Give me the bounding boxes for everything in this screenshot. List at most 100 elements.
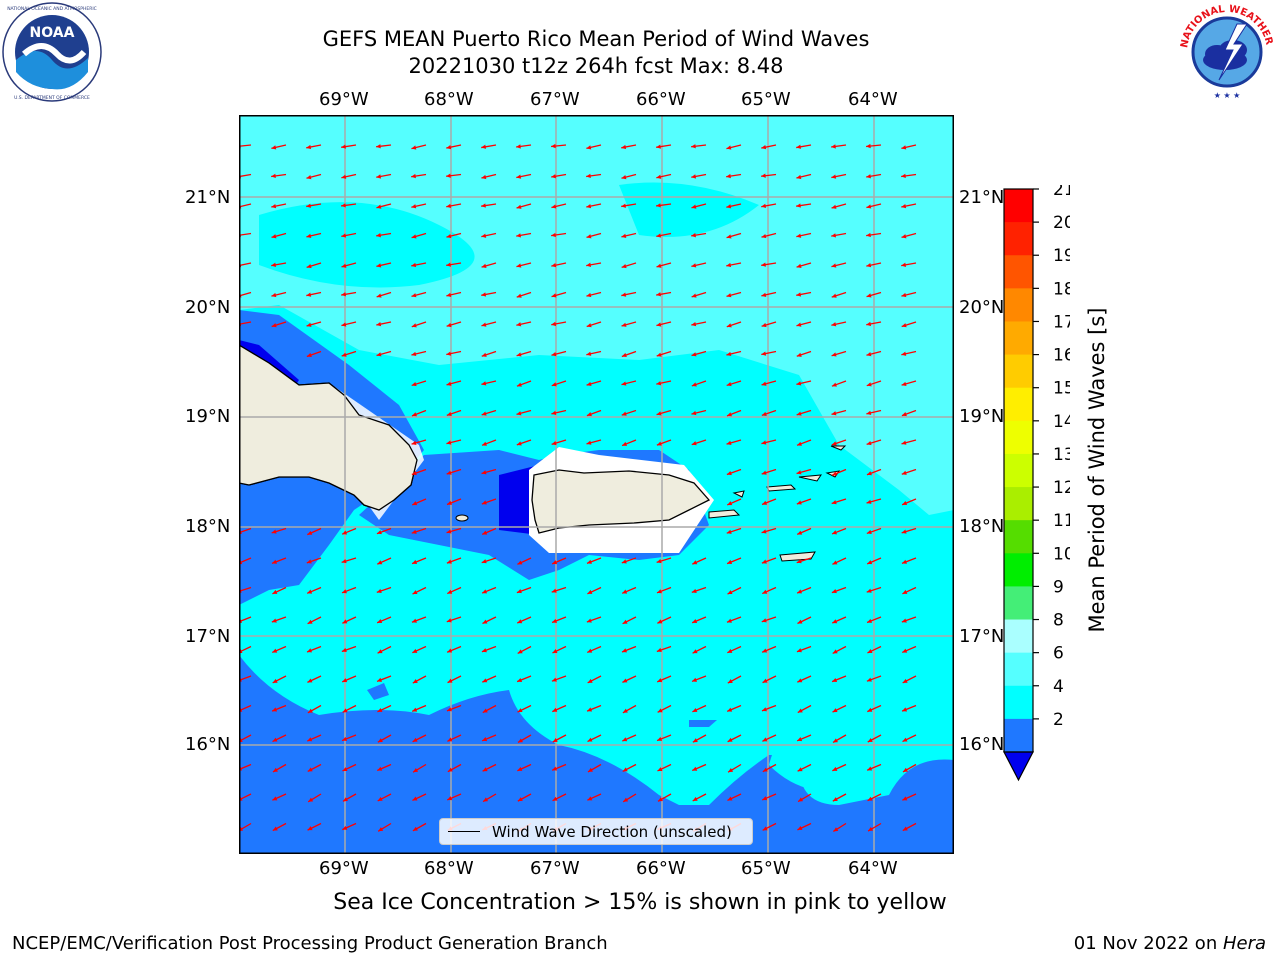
wind-wave-arrow-head bbox=[656, 174, 662, 179]
ocean-field-4-6 bbox=[259, 202, 475, 288]
wind-wave-arrow-head bbox=[727, 707, 733, 712]
wind-wave-arrow-head bbox=[796, 174, 802, 180]
wind-wave-arrow-head bbox=[726, 204, 732, 209]
wind-wave-arrow-head bbox=[481, 441, 487, 446]
colorbar-tick-label: 2 bbox=[1053, 710, 1064, 730]
wind-wave-arrow-head bbox=[481, 322, 487, 327]
wind-wave-arrow-head bbox=[341, 589, 347, 594]
wind-wave-arrow-head bbox=[831, 589, 837, 594]
wind-wave-arrow-head bbox=[271, 234, 277, 239]
wind-wave-arrow-head bbox=[412, 826, 418, 831]
wind-wave-arrow-head bbox=[516, 382, 522, 387]
wind-wave-arrow-head bbox=[272, 796, 278, 801]
wind-wave-arrow-head bbox=[726, 293, 732, 298]
wind-wave-arrow-head bbox=[621, 411, 627, 416]
wind-wave-arrow-head bbox=[902, 678, 908, 683]
wind-wave-arrow-head bbox=[866, 588, 872, 593]
colorbar-tick-label: 16 bbox=[1053, 346, 1070, 366]
wind-wave-arrow-head bbox=[446, 618, 452, 623]
wind-wave-arrow-head bbox=[586, 381, 592, 387]
wind-wave-arrow-head bbox=[342, 619, 348, 624]
footer-credit: NCEP/EMC/Verification Post Processing Pr… bbox=[12, 933, 608, 954]
wind-wave-arrow-head bbox=[902, 826, 908, 831]
chart-subtitle: 20221030 t12z 264h fcst Max: 8.48 bbox=[408, 54, 784, 78]
wind-wave-arrow-head bbox=[901, 262, 907, 267]
wind-wave-arrow-head bbox=[551, 143, 556, 149]
wind-wave-arrow-head bbox=[796, 144, 802, 149]
wind-wave-arrow-head bbox=[691, 263, 697, 268]
wind-wave-arrow-head bbox=[691, 144, 696, 149]
wind-wave-arrow-head bbox=[797, 619, 803, 624]
wind-wave-arrow-head bbox=[866, 232, 871, 238]
wind-wave-arrow-head bbox=[586, 323, 592, 328]
wind-wave-arrow-head bbox=[692, 707, 698, 712]
wind-wave-arrow-head bbox=[551, 410, 557, 415]
wind-wave-arrow-head bbox=[902, 767, 908, 772]
wind-wave-arrow-head bbox=[411, 262, 417, 268]
wind-wave-arrow-head bbox=[411, 204, 417, 209]
wind-wave-arrow-head bbox=[411, 470, 417, 476]
wind-wave-arrow-head bbox=[727, 501, 733, 506]
wind-wave-arrow-head bbox=[307, 589, 313, 594]
wind-wave-arrow-head bbox=[586, 203, 592, 209]
wind-wave-arrow-head bbox=[761, 322, 767, 328]
wind-wave-arrow-head bbox=[621, 233, 627, 239]
wind-wave-arrow-head bbox=[516, 441, 522, 446]
wind-wave-arrow-head bbox=[726, 234, 732, 239]
wind-wave-arrow-head bbox=[447, 589, 453, 594]
wind-wave-arrow-head bbox=[411, 173, 416, 179]
wind-wave-arrow-head bbox=[446, 440, 452, 445]
wind-wave-arrow-head bbox=[656, 292, 662, 297]
wind-wave-arrow-head bbox=[306, 292, 312, 297]
wind-wave-arrow-head bbox=[761, 145, 767, 150]
wind-wave-arrow-head bbox=[902, 500, 908, 506]
wind-wave-arrow-head bbox=[867, 796, 873, 801]
wind-wave-arrow-head bbox=[866, 410, 872, 415]
wind-wave-arrow-head bbox=[691, 352, 697, 357]
wind-wave-arrow-head bbox=[341, 233, 347, 238]
ocean-field-4-6 bbox=[769, 715, 879, 790]
wind-wave-arrow-head bbox=[412, 679, 418, 684]
wind-wave-arrow-head bbox=[727, 796, 733, 801]
wind-wave-arrow-head bbox=[551, 232, 556, 238]
wind-wave-arrow-head bbox=[691, 588, 697, 593]
wind-wave-arrow-head bbox=[866, 174, 872, 179]
colorbar-block bbox=[1004, 586, 1033, 621]
wind-wave-arrow-head bbox=[586, 234, 592, 239]
colorbar-tick-label: 19 bbox=[1053, 246, 1070, 266]
map-canvas[interactable] bbox=[236, 115, 954, 854]
wind-wave-arrow-head bbox=[761, 233, 767, 239]
wind-wave-arrow-head bbox=[481, 203, 486, 208]
wind-wave-arrow-head bbox=[867, 707, 873, 712]
wind-wave-arrow-head bbox=[831, 263, 837, 268]
wind-wave-arrow-head bbox=[517, 708, 523, 713]
wind-wave-arrows bbox=[236, 143, 917, 833]
map-panel[interactable] bbox=[236, 115, 954, 854]
wind-wave-arrow-head bbox=[586, 292, 592, 298]
wind-wave-arrow-head bbox=[377, 766, 383, 771]
wind-wave-arrow-head bbox=[866, 352, 872, 357]
wind-wave-arrow-head bbox=[866, 529, 872, 535]
wind-wave-arrow-head bbox=[901, 412, 907, 417]
wind-wave-arrow-head bbox=[376, 233, 381, 238]
wind-wave-arrow-head bbox=[271, 323, 277, 328]
svg-text:NATIONAL OCEANIC AND ATMOSPHER: NATIONAL OCEANIC AND ATMOSPHERIC bbox=[7, 6, 97, 12]
wind-wave-arrow-head bbox=[447, 500, 453, 505]
wind-wave-arrow-head bbox=[797, 767, 803, 772]
wind-wave-arrow-head bbox=[516, 322, 522, 327]
wind-wave-arrow-head bbox=[866, 293, 872, 298]
wind-wave-arrow-head bbox=[762, 648, 768, 653]
wind-wave-arrow-head bbox=[306, 559, 312, 564]
wind-wave-arrow-head bbox=[306, 203, 311, 208]
wind-wave-arrow-head bbox=[797, 530, 803, 535]
wind-wave-arrow-head bbox=[342, 797, 348, 802]
wind-wave-arrow-head bbox=[762, 737, 768, 742]
wind-wave-arrow-head bbox=[517, 560, 523, 565]
wind-wave-arrow-head bbox=[551, 382, 557, 387]
wind-wave-arrow-head bbox=[377, 707, 383, 712]
wind-wave-arrow-head bbox=[516, 293, 522, 298]
wind-wave-arrow-head bbox=[762, 589, 768, 594]
wind-wave-arrow-head bbox=[621, 203, 626, 208]
wind-wave-arrow-head bbox=[831, 174, 837, 179]
wind-wave-arrow-head bbox=[446, 411, 452, 416]
